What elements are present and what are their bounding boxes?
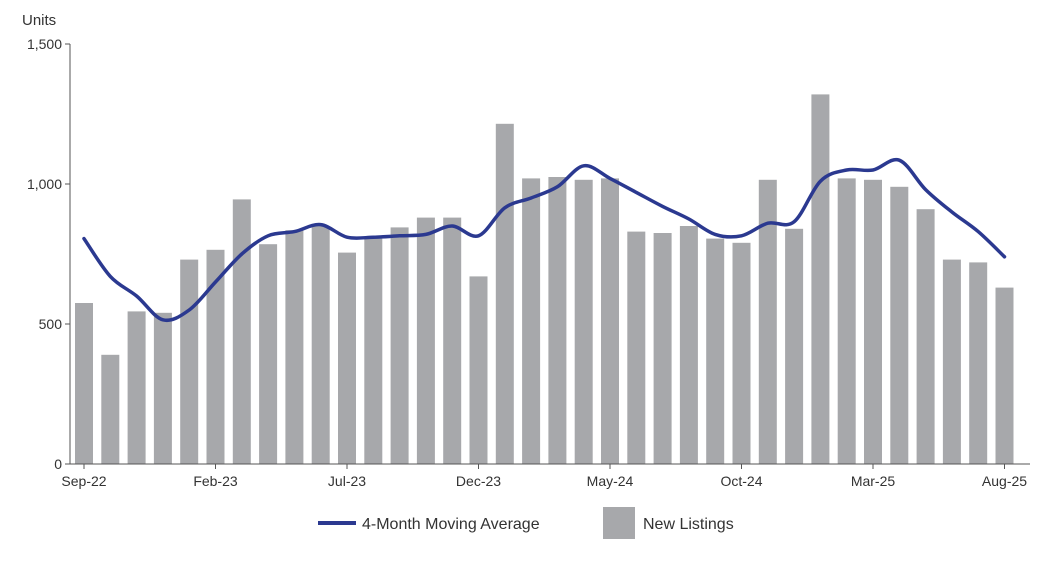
bar-Oct-24	[732, 242, 751, 464]
y-tick-label: 500	[39, 316, 63, 332]
bar-May-25	[916, 209, 935, 464]
x-tick-label: May-24	[587, 473, 634, 489]
bar-Mar-25	[864, 179, 882, 465]
y-tick-label: 1,500	[27, 36, 62, 52]
bar-Apr-25	[890, 186, 909, 465]
legend-label-new-listings: New Listings	[643, 516, 734, 533]
x-tick-label: Jul-23	[328, 473, 366, 489]
bar-Sep-22	[75, 303, 93, 464]
bar-Feb-23	[206, 249, 225, 464]
bar-Nov-24	[758, 179, 777, 465]
bar-Feb-25	[837, 178, 856, 464]
bar-Dec-22	[153, 312, 172, 464]
y-axis-unit-label: Units	[22, 12, 56, 29]
bar-Nov-23	[443, 217, 462, 464]
bar-Apr-23	[259, 244, 278, 464]
bar-Oct-23	[416, 217, 435, 464]
bar-Sep-23	[390, 227, 409, 464]
bar-Aug-24	[679, 226, 698, 464]
y-tick-label: 0	[54, 456, 62, 472]
bar-Dec-24	[785, 228, 804, 464]
moving-average-line	[82, 157, 1007, 323]
bar-Jun-25	[942, 259, 961, 464]
bar-Dec-23	[469, 276, 488, 464]
line-series-moving-average	[82, 157, 1007, 323]
legend-label-moving-average: 4-Month Moving Average	[362, 516, 540, 533]
bar-Jan-25	[811, 94, 830, 465]
axes	[69, 44, 1030, 465]
bar-Mar-23	[232, 199, 251, 464]
x-tick-label: Oct-24	[720, 473, 762, 489]
x-tick-label: Aug-25	[982, 473, 1027, 489]
y-tick-label: 1,000	[27, 176, 62, 192]
x-tick-label: Dec-23	[456, 473, 501, 489]
bar-Jul-23	[338, 252, 356, 464]
legend: 4-Month Moving Average New Listings	[318, 507, 734, 539]
bar-Jun-24	[627, 231, 646, 464]
bar-Apr-24	[574, 179, 593, 465]
bar-Mar-24	[548, 177, 567, 464]
bar-Oct-22	[101, 354, 120, 464]
bar-Aug-23	[364, 237, 383, 464]
bar-Sep-24	[706, 238, 725, 464]
bar-Aug-25	[995, 287, 1014, 464]
bar-Jul-24	[653, 233, 672, 464]
x-tick-label: Mar-25	[851, 473, 896, 489]
x-tick-label: Sep-22	[61, 473, 106, 489]
x-tick-label: Feb-23	[193, 473, 238, 489]
bar-Jul-25	[969, 262, 988, 464]
x-axis-ticks: Sep-22 Feb-23 Jul-23 Dec-23 May-24 Oct-24 Mar-…	[61, 464, 1027, 489]
bar-series-new-listings	[75, 94, 1014, 465]
y-axis-ticks: 0 500 1,000 1,500	[27, 36, 70, 472]
bar-Jan-24	[495, 123, 514, 465]
bar-Feb-24	[522, 178, 541, 464]
bar-May-23	[285, 230, 304, 464]
bar-May-24	[601, 178, 619, 464]
bar-Jun-23	[311, 226, 330, 464]
legend-bar-swatch	[603, 507, 635, 539]
bar-Jan-23	[180, 259, 199, 464]
bar-Nov-22	[127, 311, 146, 464]
